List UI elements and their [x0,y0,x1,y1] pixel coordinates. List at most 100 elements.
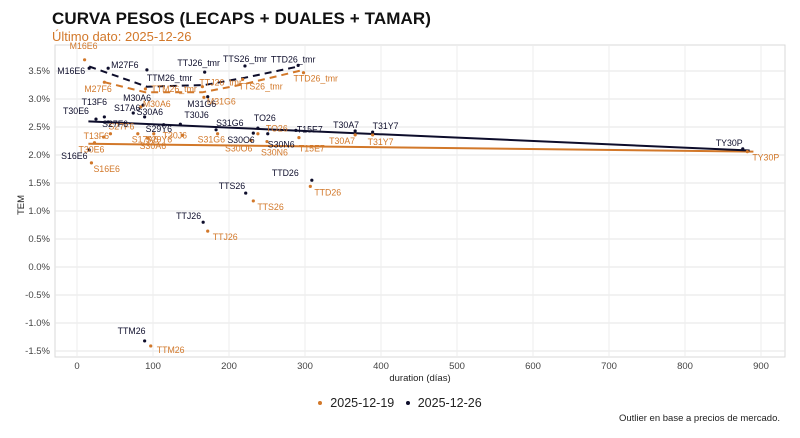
label-curr-s16e6: S16E6 [61,151,88,161]
point-curr-m30a6 [141,103,145,107]
gridlines [55,45,785,357]
x-tick-label: 800 [677,361,693,372]
x-tick-label: 500 [449,361,465,372]
point-prev-t31y7 [371,133,375,137]
label-curr-s30n6: S30N6 [268,140,295,150]
label-prev-ttd26_tmr: TTD26_tmr [293,74,338,84]
legend-item-curr[interactable]: 2025-12-26 [405,396,482,410]
point-curr-t30a7 [353,129,357,133]
y-tick-label: -1.5% [25,346,50,357]
point-prev-to26 [256,132,260,136]
label-curr-t31y7: T31Y7 [373,121,399,131]
point-curr-t31y7 [371,130,375,134]
legend-dot-curr [405,400,410,405]
point-prev-t30e6 [92,141,97,145]
point-prev-s30o6 [249,138,253,143]
y-tick-label: 3.0% [28,94,50,105]
point-prev-t15e7 [297,136,301,140]
y-tick-label: 1.0% [28,206,50,217]
point-prev-t13f6 [102,135,106,139]
legend-item-prev[interactable]: 2025-12-19 [318,396,394,410]
point-curr-ttd26 [310,178,314,182]
x-tick-label: 700 [601,361,617,372]
point-curr-s16e6 [87,148,91,152]
label-curr-ttm26: TTM26 [118,326,146,336]
fit-line-prev [88,142,754,153]
data-points [83,58,749,348]
y-tick-label: 0.0% [28,262,50,273]
label-prev-ttj26_tmr: TTJ26_tmr [199,78,242,88]
label-curr-ttm26_tmr: TTM26_tmr [147,73,193,83]
label-prev-m30a6: M30A6 [143,99,171,109]
label-prev-m27f6: M27F6 [84,84,111,94]
point-prev-s27f6 [108,132,113,136]
plot-panel [54,44,786,358]
label-prev-m16e6: M16E6 [70,41,98,51]
point-prev-tts26_tmr [241,77,245,81]
point-prev-ttm26 [149,344,153,348]
label-curr-t30j6: T30J6 [184,110,209,120]
point-curr-t30j6 [178,122,182,126]
label-prev-t31y7: T31Y7 [368,137,394,147]
x-axis-title: duration (días) [389,373,450,384]
x-tick-label: 0 [74,361,79,372]
point-prev-m31g6 [202,95,206,99]
point-prev-s30n6 [265,139,269,144]
point-curr-ttm26 [143,339,147,343]
label-curr-ttd26_tmr: TTD26_tmr [271,54,316,64]
point-prev-ttd26_tmr [301,71,306,75]
point-curr-ty30p [741,147,745,151]
point-curr-s30n6 [266,132,270,136]
label-prev-m31g6: M31G6 [207,96,236,106]
legend-dot-prev [318,400,323,405]
x-tick-label: 100 [145,361,161,372]
point-prev-m27f6 [102,80,106,84]
label-curr-s27f6: S27F6 [102,119,128,129]
label-curr-ttj26: TTJ26 [176,211,201,221]
point-curr-s29y6 [162,123,166,127]
point-prev-ttj26_tmr [200,85,204,89]
label-prev-ttm26_tmr: TTM26_tmr [151,84,197,94]
point-curr-s27f6 [106,120,110,124]
label-prev-t30j6: T30J6 [163,130,188,140]
point-curr-m27f6 [106,66,110,70]
label-prev-tts26_tmr: TTS26_tmr [239,81,283,91]
point-prev-ttd26 [308,184,312,188]
point-prev-tts26 [251,199,255,203]
label-prev-s16e6: S16E6 [93,164,120,174]
label-curr-t30e6: T30E6 [63,106,89,116]
label-prev-tts26: TTS26 [257,202,284,212]
y-tick-label: 0.5% [28,234,50,245]
label-curr-t15e7: T15E7 [297,124,323,134]
point-curr-ttm26_tmr [145,68,149,72]
y-tick-label: 3.5% [28,66,50,77]
point-curr-m31g6 [206,95,210,99]
label-prev-ty30p: TY30P [752,153,779,163]
point-curr-s30o6 [251,131,255,135]
point-curr-ttj26 [201,220,205,224]
label-curr-ttj26_tmr: TTJ26_tmr [177,58,220,68]
label-curr-s17a6: S17A6 [114,103,141,113]
label-curr-to26: TO26 [254,113,276,123]
label-prev-s30n6: S30N6 [261,148,288,158]
label-prev-s30a6: S30A6 [140,141,167,151]
point-curr-ttd26_tmr [296,63,300,67]
label-curr-ty30p: TY30P [716,138,743,148]
x-tick-label: 600 [525,361,541,372]
x-tick-label: 400 [373,361,389,372]
point-curr-t13f6 [102,115,106,119]
tamar-curve-prev [104,68,304,94]
label-curr-s30a6: S30A6 [137,107,164,117]
point-curr-s30a6 [143,115,147,119]
x-tick-label: 900 [753,361,769,372]
point-prev-t30a7 [353,133,357,137]
legend-label-curr: 2025-12-26 [417,396,482,410]
label-curr-m31g6: M31G6 [187,99,216,109]
point-prev-s29y6 [152,132,156,136]
y-tick-label: -1.0% [25,318,50,329]
y-axis-title: TEM [16,195,27,215]
point-curr-s31g6 [214,128,218,132]
label-prev-t30e6: T30E6 [78,145,104,155]
y-tick-label: 2.0% [28,150,50,161]
label-curr-m27f6: M27F6 [111,60,138,70]
